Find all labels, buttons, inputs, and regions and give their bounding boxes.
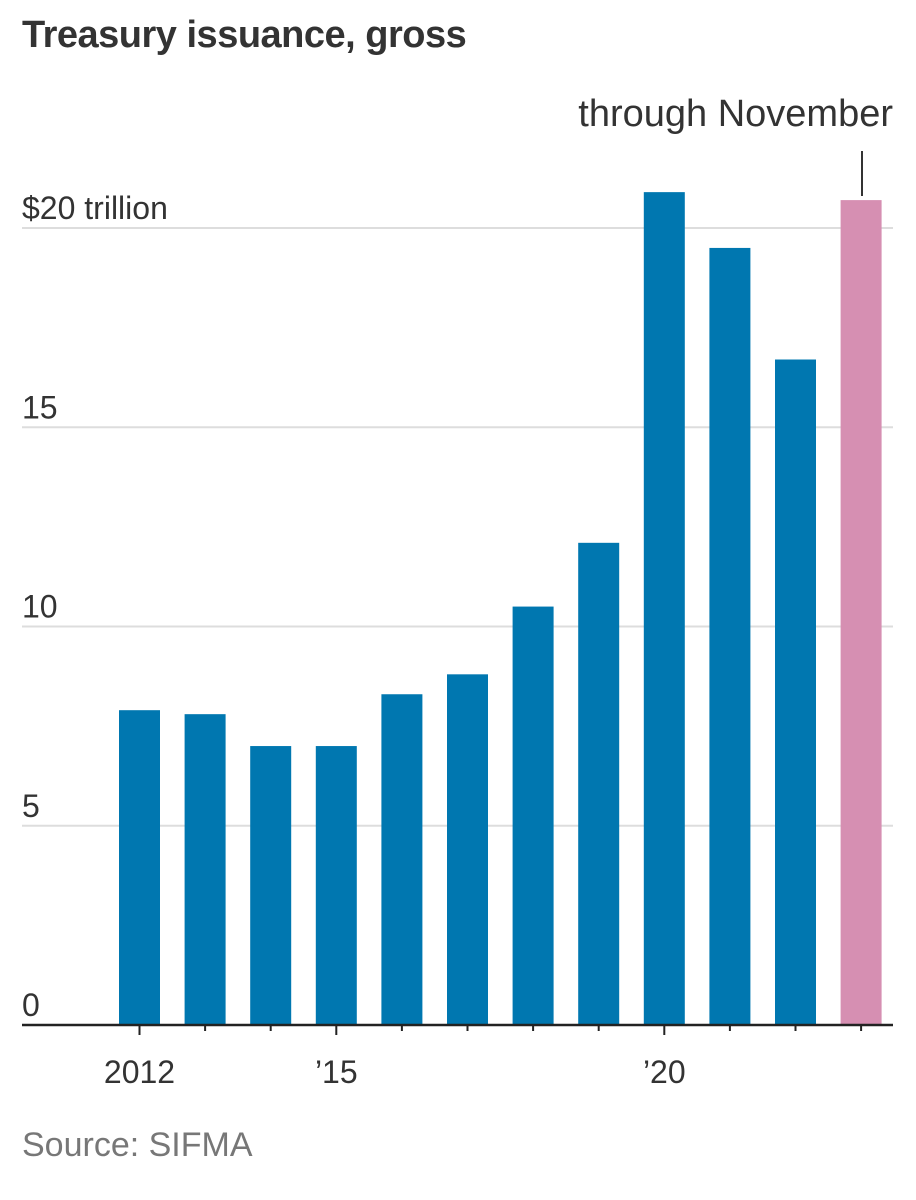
- annotation: through November: [578, 93, 893, 196]
- x-axis-labels: 2012 ’15 ’20: [104, 1054, 686, 1090]
- through-november-annotation: through November: [578, 93, 893, 135]
- x-axis: [22, 1023, 893, 1035]
- y-tick-label-0: 0: [22, 987, 40, 1023]
- bar-2016: [381, 694, 423, 1025]
- chart-title: Treasury issuance, gross: [22, 14, 467, 56]
- y-tick-label-5: 5: [22, 788, 40, 824]
- y-axis-labels: 0 5 10 15 $20 trillion: [22, 190, 168, 1023]
- x-tick-label-2012: 2012: [104, 1054, 175, 1090]
- source-note: Source: SIFMA: [22, 1126, 253, 1164]
- bar-2022: [775, 359, 816, 1025]
- bar-2015: [315, 746, 357, 1025]
- bar-2019: [578, 542, 620, 1025]
- bar-2023: [840, 200, 882, 1026]
- bar-2013: [184, 714, 226, 1025]
- bar-2020: [643, 192, 685, 1025]
- y-tick-label-20: $20 trillion: [22, 190, 168, 226]
- bar-2021: [709, 247, 751, 1026]
- bar-2012: [119, 710, 160, 1025]
- x-tick-label-2015: ’15: [315, 1054, 358, 1090]
- bar-2017: [447, 674, 488, 1025]
- y-tick-label-15: 15: [22, 389, 58, 425]
- x-tick-label-2020: ’20: [643, 1054, 686, 1090]
- bar-2014: [250, 746, 292, 1025]
- y-tick-label-10: 10: [22, 589, 58, 625]
- bars: [119, 192, 882, 1026]
- bar-2018: [512, 606, 554, 1025]
- bar-chart: 0 5 10 15 $20 trillion 2012 ’15 ’20 through No…: [22, 93, 893, 1090]
